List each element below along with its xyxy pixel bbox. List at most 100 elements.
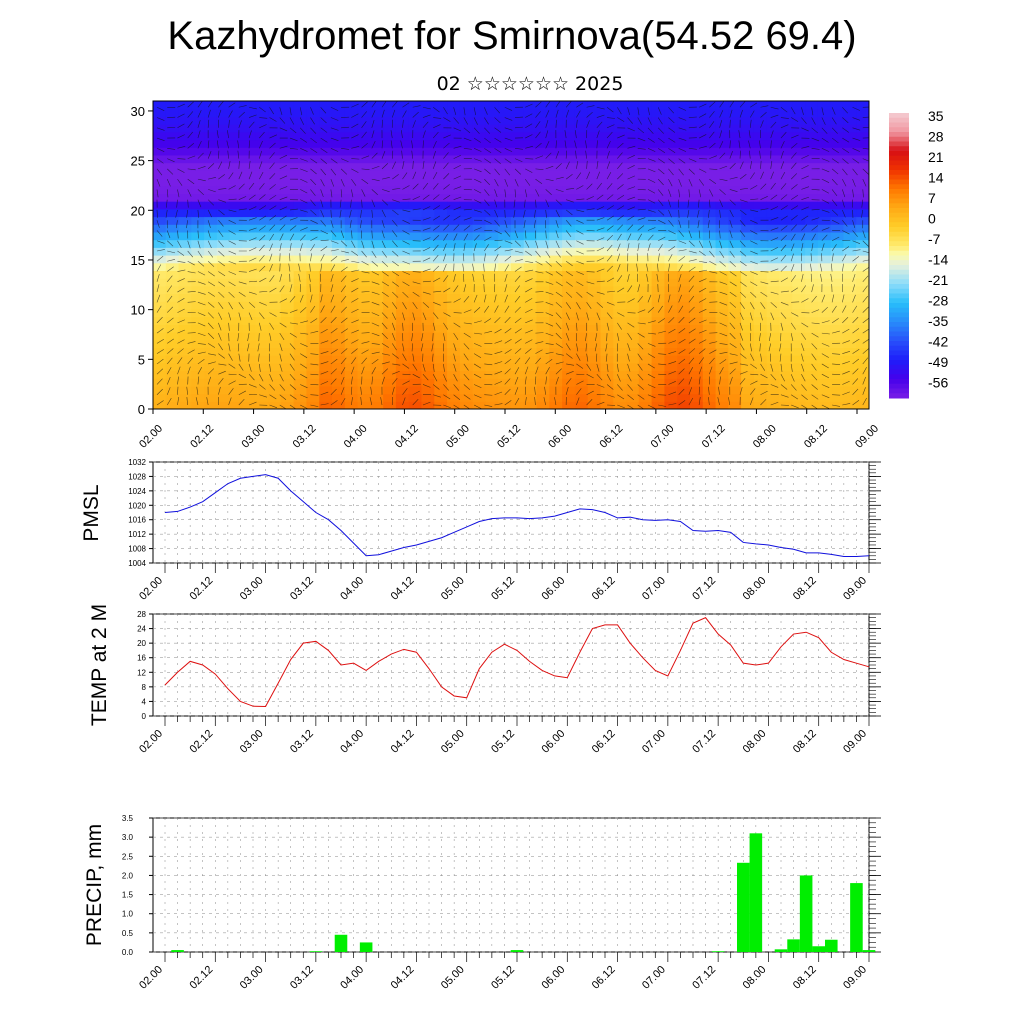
heatmap-cell (395, 316, 410, 325)
wind-barb (381, 230, 385, 239)
wind-barb (371, 376, 374, 385)
heatmap-cell (856, 339, 869, 348)
heatmap-cell (229, 147, 244, 156)
wind-barb (862, 158, 869, 162)
wind-barb (739, 101, 746, 108)
wind-barb (760, 120, 764, 128)
colorbar-segment (889, 269, 909, 275)
wind-barb (433, 394, 441, 398)
wind-barb (668, 361, 677, 365)
heatmap-cell (766, 208, 781, 218)
heatmap-cell (383, 385, 397, 395)
heatmap-cell (562, 139, 576, 148)
wind-barb (187, 349, 195, 354)
heatmap-cell (268, 293, 282, 302)
heatmap-cell (702, 193, 717, 202)
heatmap-cell (715, 301, 729, 310)
heatmap-cell (447, 108, 461, 117)
heatmap-cell (523, 208, 538, 218)
heatmap-cell (715, 201, 729, 210)
wind-barb (576, 271, 584, 275)
heatmap-cell (306, 208, 320, 218)
wind-barb (187, 366, 191, 375)
heatmap-cell (690, 247, 704, 256)
wind-barb (361, 142, 368, 149)
heatmap-cell (511, 316, 525, 325)
wind-barb (310, 158, 318, 164)
wind-barb (310, 404, 319, 407)
wind-barb (330, 106, 339, 111)
heatmap-cell (268, 178, 282, 187)
wind-barb (453, 233, 458, 241)
heatmap-cell (370, 385, 384, 395)
y-tick-label: 16 (137, 654, 146, 663)
heatmap-cell (715, 370, 729, 379)
heatmap-cell (216, 247, 231, 256)
heatmap-cell (293, 393, 308, 402)
wind-barb (545, 209, 547, 218)
wind-barb (749, 302, 755, 310)
heatmap-cell (255, 355, 269, 364)
wind-barb (433, 302, 441, 306)
wind-barb (852, 305, 858, 313)
heatmap-cell (817, 316, 832, 325)
heatmap-cell (204, 101, 218, 110)
wind-barb (535, 271, 544, 274)
heatmap-cell (434, 255, 448, 264)
wind-barb (432, 384, 440, 390)
wind-barb (565, 161, 570, 169)
wind-barb (688, 387, 693, 395)
heatmap-cell (626, 362, 640, 372)
heatmap-cell (792, 239, 806, 248)
heatmap-cell (178, 124, 192, 133)
heatmap-cell (268, 355, 282, 364)
wind-barb (739, 187, 748, 190)
wind-barb (719, 140, 724, 149)
heatmap-cell (255, 131, 269, 141)
wind-barb (535, 332, 544, 334)
wind-barb (627, 127, 635, 132)
heatmap-cell (766, 162, 781, 171)
wind-barb (504, 400, 512, 406)
wind-barb (607, 290, 616, 293)
heatmap-cell (843, 285, 857, 295)
heatmap-cell (511, 101, 525, 110)
wind-barb (749, 150, 751, 159)
heatmap-cell (319, 316, 333, 325)
heatmap-cell (753, 185, 768, 194)
heatmap-cell (728, 208, 742, 218)
heatmap-cell (690, 185, 704, 194)
heatmap-cell (165, 185, 180, 194)
wind-barb (248, 130, 252, 139)
wind-barb (472, 263, 475, 272)
heatmap-cell (856, 116, 869, 125)
heatmap-cell (523, 216, 538, 225)
heatmap-cell (741, 154, 755, 164)
wind-barb (811, 217, 820, 221)
heatmap-cell (344, 108, 359, 117)
wind-barb (166, 295, 173, 303)
heatmap-cell (370, 147, 384, 156)
heatmap-cell (485, 185, 499, 194)
heatmap-cell (255, 339, 269, 348)
wind-barb (310, 236, 318, 241)
wind-barb (647, 384, 656, 389)
wind-barb (770, 130, 774, 139)
wind-barb (156, 106, 165, 111)
wind-barb (576, 353, 581, 361)
x-tick-label: 09.00 (853, 423, 881, 451)
heatmap-cell (306, 247, 320, 256)
heatmap-cell (843, 147, 857, 156)
wind-barb (494, 246, 502, 252)
wind-barb (218, 333, 222, 341)
heatmap-cell (779, 185, 793, 194)
temp-line (164, 617, 870, 708)
wind-barb (606, 225, 614, 231)
heatmap-cell (817, 270, 832, 279)
wind-barb (443, 322, 449, 330)
heatmap-cell (856, 301, 869, 310)
heatmap-cell (600, 339, 614, 348)
colorbar-label: -7 (928, 231, 941, 247)
wind-barb (381, 361, 390, 365)
wind-barb (801, 186, 810, 190)
